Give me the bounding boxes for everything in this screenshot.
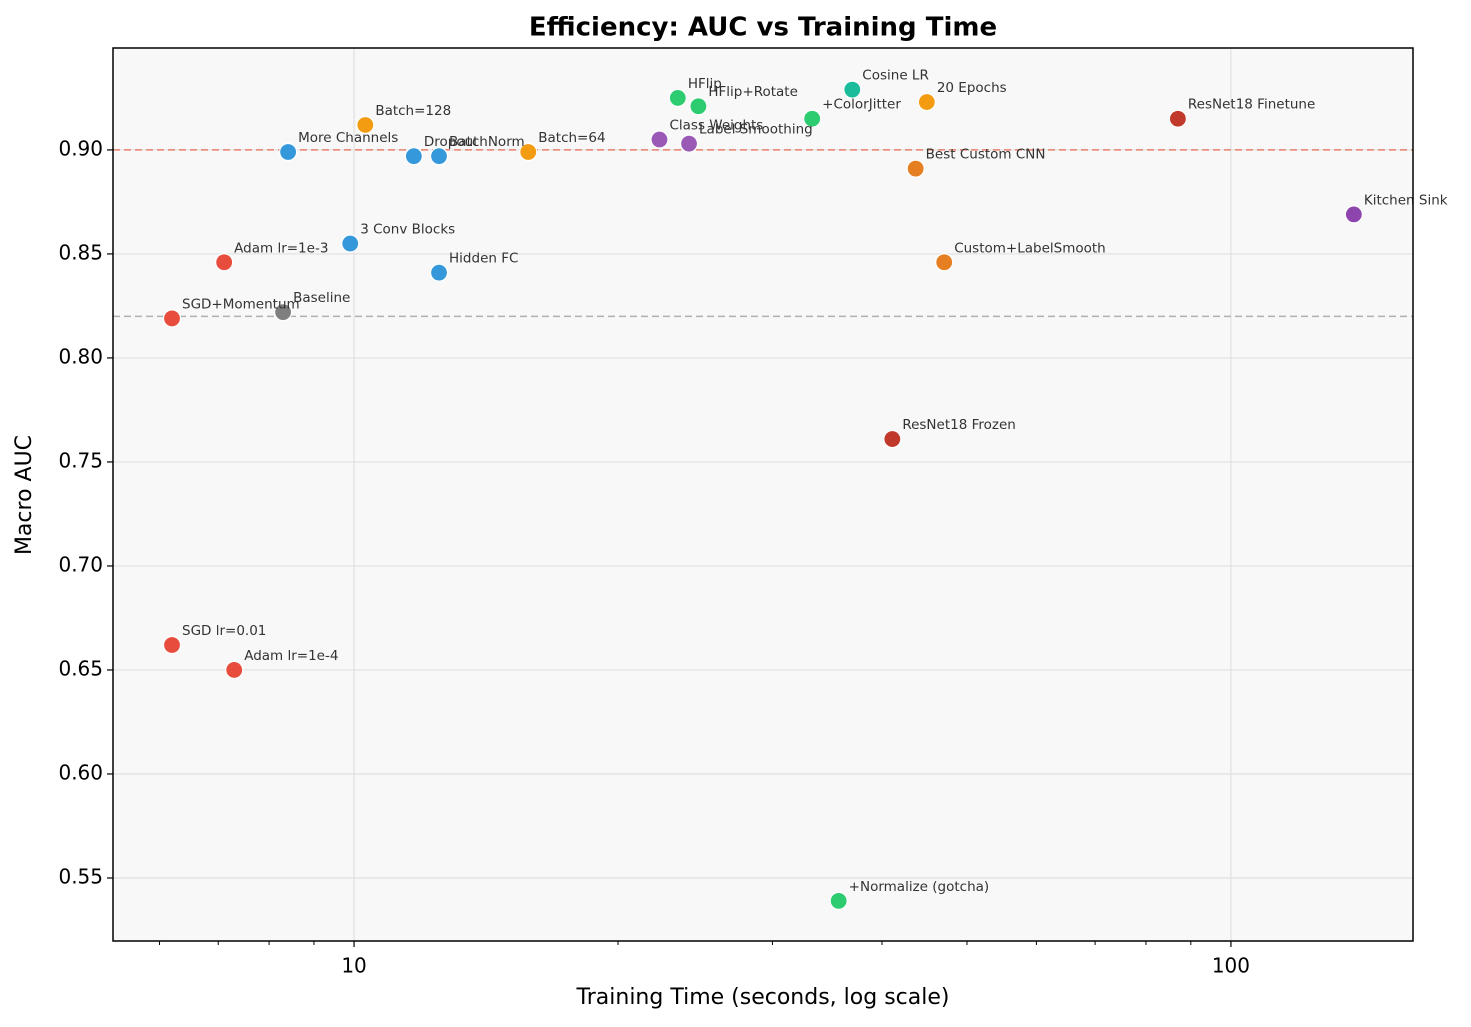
axes-frame [112,47,1414,942]
point-label: ResNet18 Frozen [902,417,1016,433]
y-tick-label: 0.65 [58,656,103,680]
point [1168,109,1187,128]
point-label: Adam lr=1e-3 [234,240,328,256]
point [356,115,375,135]
point [935,253,954,272]
point [215,253,234,272]
y-axis-label: Macro AUC [12,435,37,555]
y-tick-label: 0.70 [58,552,103,576]
point-label: Batch=64 [538,130,605,146]
y-tick-label: 0.85 [58,240,103,264]
point [162,635,182,655]
point [519,142,538,162]
point-label: Kitchen Sink [1364,192,1448,208]
x-axis-label: Training Time (seconds, log scale) [576,985,950,1010]
plot-area [113,48,1413,941]
point [668,88,687,108]
point [917,92,936,112]
point [689,97,708,116]
point-label: Dropout [424,134,479,150]
point [162,309,182,328]
point-label: Best Custom CNN [926,147,1046,163]
point [803,109,822,128]
y-tick-label: 0.90 [58,136,103,160]
point-label: Custom+LabelSmooth [954,240,1106,256]
point-label: +ColorJitter [822,97,901,113]
point [1344,205,1363,224]
point [429,147,449,166]
point-label: Baseline [293,290,350,306]
point [843,80,862,99]
y-tick-label: 0.60 [58,760,103,784]
point-label: Adam lr=1e-4 [244,648,338,664]
y-tick-label: 0.80 [58,344,103,368]
point-label: HFlip+Rotate [708,84,798,100]
point [650,130,669,149]
point [906,159,925,178]
x-tick-label: 100 [1212,954,1250,978]
point [429,263,449,282]
point-label: HFlip [688,76,722,92]
point-label: 3 Conv Blocks [360,222,455,238]
point-label: SGD lr=0.01 [182,623,266,639]
point-label: Label Smoothing [699,122,813,138]
point [279,142,298,162]
point-label: More Channels [298,130,398,146]
point-label: Cosine LR [862,68,929,84]
point-label: BatchNorm [449,134,525,150]
point-label: Hidden FC [449,251,518,267]
point-label: ResNet18 Finetune [1188,97,1315,113]
y-tick-label: 0.55 [58,864,103,888]
point-label: Class Weights [669,118,763,134]
point [883,429,902,449]
point-label: SGD+Momentum [182,296,300,312]
point [679,134,699,153]
chart-title: Efficiency: AUC vs Training Time [529,13,997,43]
point [404,147,423,166]
point [341,234,360,253]
point [829,891,848,910]
point [225,660,244,680]
y-tick-label: 0.75 [58,448,103,472]
point [273,303,293,322]
x-tick-label: 10 [341,954,366,978]
point-label: +Normalize (gotcha) [849,879,990,895]
point-label: 20 Epochs [937,80,1007,96]
point-label: Batch=128 [375,103,451,119]
